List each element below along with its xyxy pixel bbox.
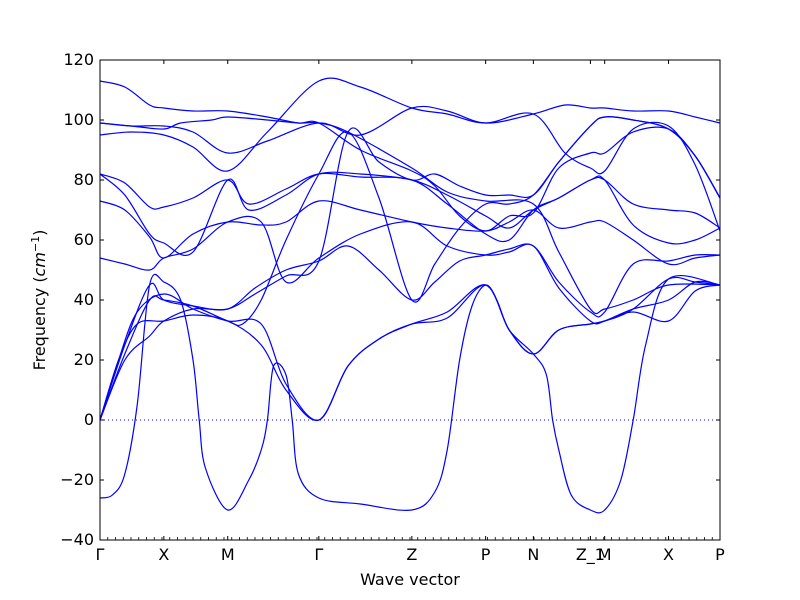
x-axis-label: Wave vector <box>360 570 460 589</box>
y-axis-tick-labels: −40 −20 0 20 40 60 80 100 120 <box>60 50 94 549</box>
y-tick-label: 120 <box>63 50 94 69</box>
phonon-branch-13 <box>99 280 721 421</box>
x-tick-label: P <box>481 545 491 564</box>
y-tick-label: 60 <box>74 230 94 249</box>
phonon-branch-2 <box>99 104 721 154</box>
x-tick-label: N <box>527 545 539 564</box>
phonon-branch-1 <box>99 80 721 232</box>
y-tick-label: 0 <box>84 410 94 429</box>
y-tick-label: 40 <box>74 290 94 309</box>
y-axis-label: Frequency (cm−1) <box>29 230 49 371</box>
x-tick-label: P <box>715 545 725 564</box>
y-axis-label-text: Frequency ( <box>30 276 49 370</box>
phonon-branch-7 <box>99 200 721 266</box>
phonon-branch-11 <box>99 116 721 421</box>
x-tick-label: Z_1 <box>576 545 605 565</box>
y-tick-label: −20 <box>60 470 94 489</box>
x-tick-label: X <box>158 545 169 564</box>
y-tick-label: 20 <box>74 350 94 369</box>
x-tick-label: Γ <box>314 545 323 564</box>
x-tick-label: M <box>221 545 235 564</box>
phonon-branch-14 <box>99 273 721 514</box>
y-axis-ticks <box>100 59 720 541</box>
y-axis-label-exponent: −1 <box>29 236 42 252</box>
phonon-branch-4 <box>99 77 721 232</box>
y-tick-label: 80 <box>74 170 94 189</box>
phonon-branch-6 <box>99 171 721 257</box>
x-axis-ticks <box>99 60 721 540</box>
x-tick-label: Z <box>406 545 417 564</box>
y-tick-label: −40 <box>60 530 94 549</box>
y-axis-label-close: ) <box>30 230 49 236</box>
phonon-branch-3 <box>99 116 721 315</box>
phonon-branch-8 <box>99 215 721 325</box>
x-tick-label: Γ <box>96 545 105 564</box>
y-tick-label: 100 <box>63 110 94 129</box>
phonon-branch-5 <box>99 172 721 243</box>
x-axis-tick-labels: Γ X M Γ Z P N Z_1M X P <box>96 545 726 565</box>
y-axis-label-unit: cm <box>30 252 49 276</box>
series-group <box>99 77 721 514</box>
x-tick-label: M <box>598 545 612 564</box>
x-minor-ticks <box>99 537 721 540</box>
x-tick-label: X <box>663 545 674 564</box>
